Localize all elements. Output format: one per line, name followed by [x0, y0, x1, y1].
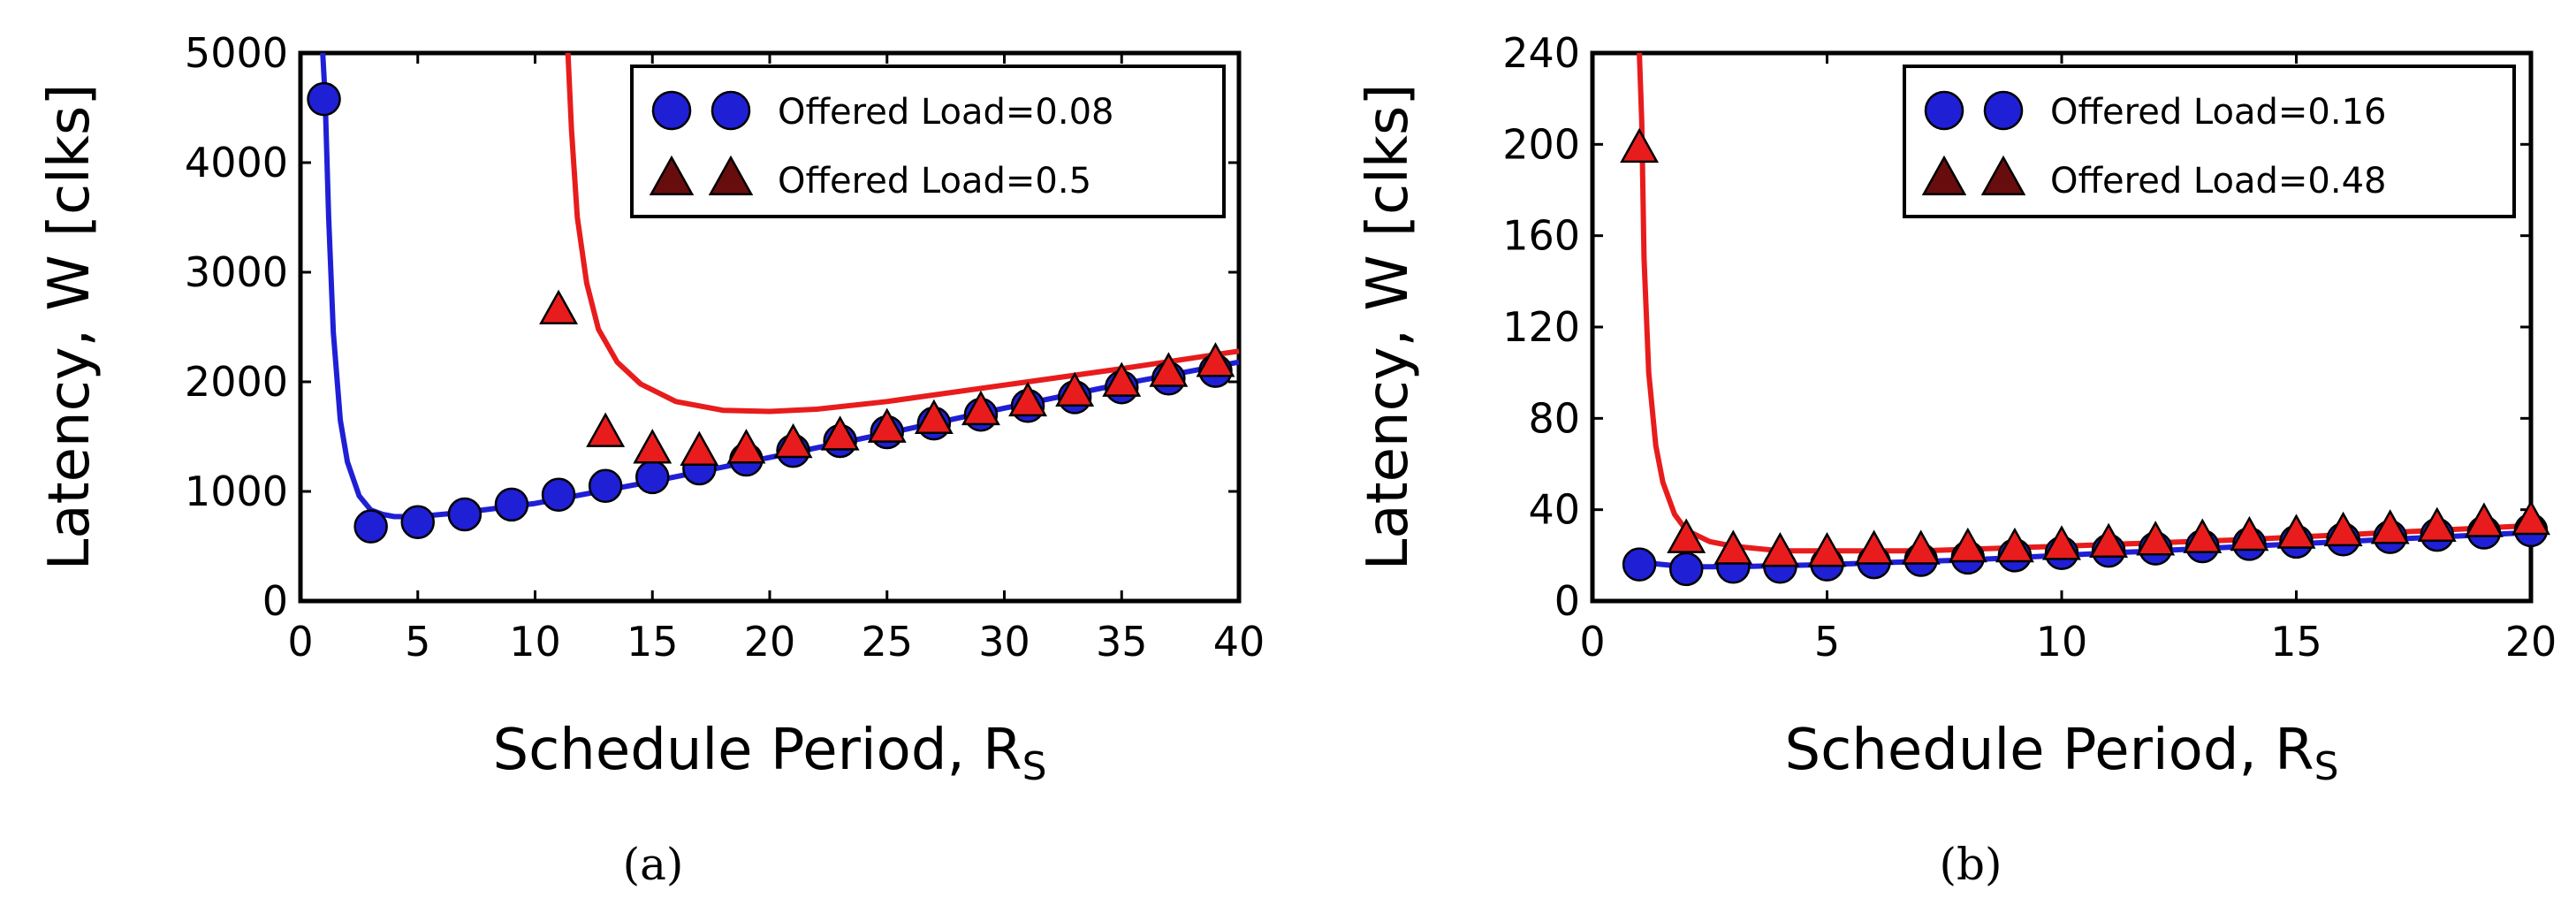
point-b-s1-16	[2370, 509, 2410, 544]
point-a-s0-1	[353, 509, 388, 544]
legend-marker-b-0-1	[1924, 90, 1964, 131]
point-b-s1-11	[2136, 521, 2176, 556]
x-tick-label-a-4: 20	[744, 618, 796, 666]
y-tick-label-b-6: 240	[1502, 29, 1580, 77]
panel-caption-b: (b)	[1939, 839, 2002, 890]
y-tick-label-b-3: 120	[1502, 303, 1580, 351]
point-a-s0-6	[588, 468, 623, 504]
point-a-s1-13	[1149, 352, 1189, 387]
x-axis-label-sub-b: S	[2314, 744, 2339, 789]
x-tick-label-a-3: 15	[627, 618, 679, 666]
x-axis-label-main-b: Schedule Period, R	[1784, 718, 2314, 783]
point-a-s1-14	[1196, 342, 1235, 377]
point-a-s1-10	[1008, 381, 1048, 417]
x-tick-label-a-8: 40	[1213, 618, 1265, 666]
point-a-s1-11	[1055, 371, 1095, 407]
point-b-s1-7	[1948, 527, 1987, 563]
x-tick-label-b-2: 10	[2036, 618, 2088, 666]
point-b-s1-18	[2464, 502, 2504, 537]
legend-label-b-1: Offered Load=0.48	[2050, 161, 2386, 202]
point-a-s1-0	[539, 289, 579, 325]
legend-marker-a-1-1	[649, 155, 695, 196]
x-tick-label-b-3: 15	[2270, 618, 2322, 666]
y-tick-label-a-1: 1000	[185, 468, 288, 515]
point-a-s1-3	[680, 430, 719, 466]
model-curve-a-1	[565, 53, 1239, 415]
x-tick-label-a-1: 5	[405, 618, 430, 666]
point-b-s1-9	[2042, 525, 2081, 560]
y-tick-label-a-5: 5000	[185, 29, 288, 77]
point-b-s1-5	[1854, 529, 1894, 565]
point-a-s1-1	[586, 412, 626, 447]
x-axis-label-main-a: Schedule Period, R	[492, 718, 1022, 783]
legend-label-a-1: Offered Load=0.5	[778, 161, 1091, 202]
y-tick-label-b-4: 160	[1502, 212, 1580, 260]
legend-marker-a-0-1	[651, 90, 692, 131]
y-tick-label-b-2: 80	[1528, 394, 1580, 442]
point-b-s1-10	[2089, 522, 2129, 559]
point-a-s0-2	[400, 505, 435, 539]
point-b-s1-17	[2417, 506, 2457, 542]
point-a-s1-4	[726, 429, 766, 464]
point-b-s1-14	[2276, 514, 2316, 549]
point-a-s0-0	[307, 81, 341, 117]
y-tick-label-b-1: 40	[1528, 486, 1580, 534]
y-tick-label-a-4: 4000	[185, 139, 288, 186]
point-b-s1-4	[1807, 531, 1847, 567]
legend-label-a-0: Offered Load=0.08	[778, 92, 1113, 133]
panel-a: 0 5 10 15 20 25 30 35 40 0 1000 2000 3000 4000 5000 Off…	[37, 29, 1265, 890]
point-b-s0-1	[1668, 552, 1704, 587]
point-a-s1-5	[773, 422, 813, 459]
point-b-s1-3	[1760, 531, 1800, 567]
point-a-s1-8	[914, 399, 954, 435]
point-a-s0-3	[447, 497, 483, 532]
legend-marker-a-1-2	[708, 155, 754, 196]
point-a-s0-4	[494, 487, 529, 522]
x-axis-label-sub-a: S	[1022, 744, 1047, 789]
point-a-s0-5	[541, 477, 576, 512]
panel-caption-a: (a)	[623, 839, 684, 890]
x-tick-label-a-5: 25	[861, 618, 913, 666]
model-curve-b-1	[1637, 53, 2531, 554]
legend-marker-b-1-2	[1980, 155, 2026, 196]
point-b-s0-0	[1622, 547, 1657, 582]
point-a-s1-6	[820, 415, 860, 451]
point-b-s1-12	[2183, 518, 2223, 553]
x-tick-label-a-2: 10	[509, 618, 561, 666]
point-b-s1-13	[2230, 515, 2269, 552]
y-tick-label-a-0: 0	[262, 577, 288, 625]
x-tick-label-a-0: 0	[287, 618, 313, 666]
x-tick-label-b-4: 20	[2505, 618, 2557, 666]
x-axis-label-b: Schedule Period, RS	[1784, 718, 2338, 789]
legend-label-b-0: Offered Load=0.16	[2050, 92, 2386, 133]
x-tick-label-b-0: 0	[1579, 618, 1605, 666]
point-b-s1-2	[1714, 529, 1753, 565]
y-axis-label-b: Latency, W [clks]	[1356, 84, 1421, 571]
point-b-s1-1	[1667, 518, 1706, 553]
point-a-s1-12	[1102, 361, 1142, 397]
point-b-s1-0	[1620, 127, 1660, 164]
legend-marker-b-0-2	[1983, 90, 2024, 131]
legend-marker-b-1-1	[1921, 155, 1967, 196]
y-axis-label-a: Latency, W [clks]	[37, 84, 103, 571]
point-a-s1-2	[633, 429, 672, 464]
y-tick-label-a-3: 3000	[185, 248, 288, 296]
x-tick-label-a-6: 30	[978, 618, 1030, 666]
point-a-s0-7	[635, 460, 670, 495]
x-tick-label-b-1: 5	[1814, 618, 1840, 666]
x-axis-label-a: Schedule Period, RS	[492, 718, 1046, 789]
point-b-s1-19	[2511, 499, 2550, 536]
point-b-s1-6	[1901, 529, 1941, 565]
point-b-s1-15	[2323, 511, 2363, 547]
y-tick-label-b-0: 0	[1554, 577, 1580, 625]
y-tick-label-b-5: 200	[1502, 120, 1580, 168]
x-tick-label-a-7: 35	[1096, 618, 1148, 666]
y-tick-label-a-2: 2000	[185, 358, 288, 406]
point-a-s1-9	[961, 390, 1000, 426]
legend-marker-a-0-2	[710, 90, 751, 131]
point-b-s1-8	[1995, 527, 2034, 563]
point-a-s1-7	[867, 407, 907, 443]
